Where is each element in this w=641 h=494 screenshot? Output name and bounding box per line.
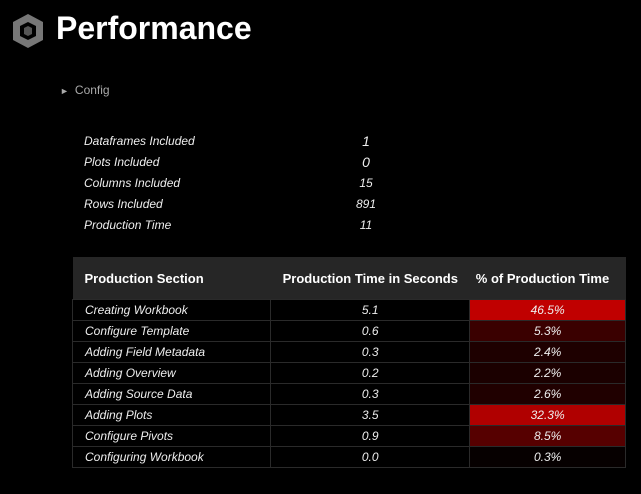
table-row: Adding Source Data 0.3 2.6% [71, 383, 626, 405]
table-cell: Configuring Workbook [71, 446, 272, 468]
table-cell: Adding Overview [71, 362, 272, 384]
table-cell: Adding Source Data [71, 383, 272, 405]
page-title: Performance [56, 10, 252, 46]
summary-value: 15 [359, 176, 373, 190]
table-row: Adding Overview 0.2 2.2% [71, 362, 626, 384]
table-cell: Creating Workbook [71, 299, 272, 321]
table-cell: 3.5 [270, 404, 471, 426]
table-cell: 0.3% [469, 446, 626, 468]
table-cell: 8.5% [469, 425, 626, 447]
table-row: Configure Template 0.6 5.3% [71, 320, 626, 342]
summary-value: 1 [362, 133, 370, 149]
performance-table: Production Section Production Time in Sec… [71, 257, 626, 468]
table-cell: 0.2 [270, 362, 471, 384]
config-toggle[interactable]: ► Config [60, 83, 110, 97]
column-header: % of Production Time [469, 257, 626, 300]
table-cell: 0.3 [270, 341, 471, 363]
table-cell: Configure Pivots [71, 425, 272, 447]
table-cell: Adding Plots [71, 404, 272, 426]
summary-value: 891 [355, 197, 377, 211]
table-cell: 0.6 [270, 320, 471, 342]
table-row: Adding Plots 3.5 32.3% [71, 404, 626, 426]
table-cell: 2.2% [469, 362, 626, 384]
table-cell: Configure Template [71, 320, 272, 342]
table-cell: 0.3 [270, 383, 471, 405]
table-cell: 5.1 [270, 299, 471, 321]
summary-label: Production Time [84, 218, 172, 232]
table-cell: Adding Field Metadata [71, 341, 272, 363]
table-cell: 2.4% [469, 341, 626, 363]
summary-label: Rows Included [84, 197, 163, 211]
summary-label: Dataframes Included [84, 134, 195, 148]
table-row: Creating Workbook 5.1 46.5% [71, 299, 626, 321]
summary-value: 11 [359, 218, 373, 232]
table-row: Configuring Workbook 0.0 0.3% [71, 446, 626, 468]
summary-label: Plots Included [84, 155, 160, 169]
table-cell: 46.5% [469, 299, 626, 321]
table-cell: 0.0 [270, 446, 471, 468]
config-label: Config [74, 83, 110, 97]
table-cell: 5.3% [469, 320, 626, 342]
table-cell: 2.6% [469, 383, 626, 405]
summary-label: Columns Included [84, 176, 181, 190]
table-row: Adding Field Metadata 0.3 2.4% [71, 341, 626, 363]
table-cell: 32.3% [469, 404, 626, 426]
logo [13, 14, 43, 48]
summary-value: 0 [362, 154, 370, 170]
column-header: Production Section [72, 257, 271, 300]
column-header: Production Time in Seconds [270, 257, 470, 300]
table-row: Configure Pivots 0.9 8.5% [71, 425, 626, 447]
table-cell: 0.9 [270, 425, 471, 447]
